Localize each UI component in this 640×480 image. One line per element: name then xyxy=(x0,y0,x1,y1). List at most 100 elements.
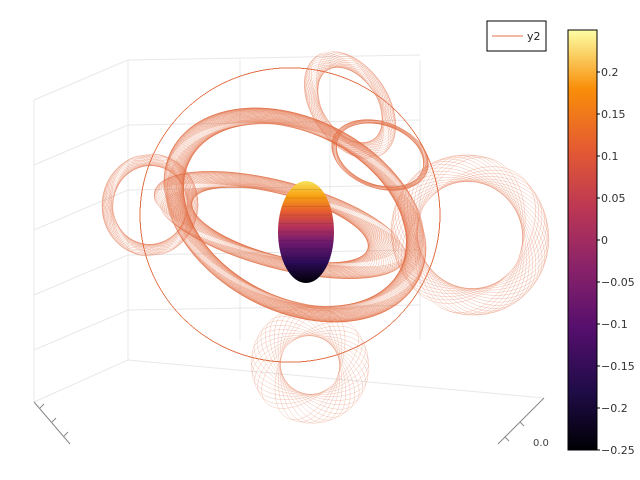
curve-strand xyxy=(390,180,550,290)
curve-strand xyxy=(274,309,346,421)
curve-strand xyxy=(112,154,188,256)
grid-line xyxy=(127,359,545,399)
curve-strand xyxy=(250,335,370,395)
curve-strand xyxy=(407,161,533,309)
legend: y2 xyxy=(486,20,547,52)
curve-strand xyxy=(269,312,351,418)
curve-strand xyxy=(101,165,199,245)
curve-strand xyxy=(404,166,536,304)
colorbar-tick-label: −0.15 xyxy=(601,360,635,373)
curve-strand xyxy=(107,158,193,252)
curve-strand xyxy=(305,59,395,151)
curve-strand xyxy=(304,66,396,144)
curve-strand xyxy=(257,325,363,405)
surface-body xyxy=(278,181,334,283)
curve-strand xyxy=(314,59,386,151)
curve-strand xyxy=(260,320,360,410)
curve-strand xyxy=(315,57,385,153)
surface-mesh xyxy=(278,189,334,275)
curve-strand xyxy=(166,123,424,307)
curve-strand xyxy=(400,167,540,303)
curve-strand xyxy=(104,161,196,249)
curve-strand xyxy=(256,325,364,405)
colorbar-tick-label: −0.25 xyxy=(601,444,635,457)
curve-strand xyxy=(110,155,190,255)
curve-strand xyxy=(102,164,198,246)
curve-strand xyxy=(264,316,356,414)
curve-strand xyxy=(102,164,198,246)
curve-strand xyxy=(101,165,199,245)
curve-strand xyxy=(108,157,192,253)
curve-strand xyxy=(416,155,524,315)
grid-line xyxy=(33,124,129,166)
grid-line xyxy=(33,309,129,351)
curve-strand xyxy=(416,154,524,316)
curve-strand xyxy=(316,51,384,159)
x-tick-label: 0.0 xyxy=(533,438,549,449)
curve-strand xyxy=(317,54,383,156)
curve-strand xyxy=(395,174,545,296)
curve-strand xyxy=(397,171,543,299)
grid-line xyxy=(33,59,129,101)
y-axis-line xyxy=(497,397,545,445)
curve-strand xyxy=(160,186,400,264)
curve-strand xyxy=(310,52,390,158)
curve-strand xyxy=(393,178,547,292)
curve-strand xyxy=(395,176,545,294)
colorbar-tick-label: −0.1 xyxy=(601,318,628,331)
colorbar-tick-label: 0.2 xyxy=(601,66,619,79)
colorbar: −0.25 −0.2 −0.15 −0.1 −0.05 0 0.05 0.1 0.15 0.2 xyxy=(567,29,635,457)
curve-strand xyxy=(252,333,368,397)
curve-strand xyxy=(391,179,549,291)
curve-strand xyxy=(139,67,441,363)
legend-entry-y2: y2 xyxy=(527,30,541,43)
x-axis-tick xyxy=(63,431,69,437)
curve-strand xyxy=(403,164,537,306)
curve-strand xyxy=(107,158,193,252)
curve-strand xyxy=(111,155,189,255)
curve-strand xyxy=(397,173,543,297)
curve-strand xyxy=(307,55,393,155)
curve-strand xyxy=(309,53,391,157)
curve-strand xyxy=(391,180,549,290)
colorbar-tick-label: −0.05 xyxy=(601,276,635,289)
curve-strand xyxy=(304,61,396,149)
y-axis-tick xyxy=(504,436,510,442)
series-y2-curve xyxy=(101,51,550,424)
curve-strand xyxy=(112,153,188,257)
curve-strand xyxy=(277,307,343,423)
curve-strand xyxy=(278,307,342,423)
curve-strand xyxy=(280,306,340,424)
curve-strand xyxy=(317,51,383,159)
curve-strand xyxy=(106,160,194,250)
curve-strand xyxy=(274,309,346,421)
colorbar-tick-label: 0.05 xyxy=(601,192,626,205)
curve-strand xyxy=(391,181,549,289)
curve-strand xyxy=(103,162,197,248)
colorbar-ticks: −0.25 −0.2 −0.15 −0.1 −0.05 0 0.05 0.1 0.15 0.2 xyxy=(597,66,635,457)
curve-strand xyxy=(413,156,527,314)
curve-strand xyxy=(109,157,191,253)
curve-strand xyxy=(306,57,394,153)
curve-strand xyxy=(316,56,384,154)
curve-strand xyxy=(254,330,366,400)
colorbar-tick-label: 0.1 xyxy=(601,150,619,163)
curve-strand xyxy=(102,164,198,246)
grid-line xyxy=(33,189,129,231)
colorbar-gradient xyxy=(567,29,598,451)
x-axis-tick xyxy=(51,417,57,423)
curve-strand xyxy=(309,65,391,145)
curve-strand xyxy=(261,321,359,409)
curve-strand xyxy=(417,154,523,316)
x-axis-line xyxy=(33,401,71,445)
curve-strand xyxy=(101,165,199,245)
curve-strand xyxy=(111,154,189,256)
curve-strand xyxy=(251,333,369,397)
x-axis-tick xyxy=(39,403,45,409)
ellipsoid-surface xyxy=(278,181,334,283)
colorbar-tick-label: 0.15 xyxy=(601,108,626,121)
curve-strand xyxy=(104,161,196,249)
curve-strand xyxy=(250,335,370,395)
curve-strand xyxy=(317,52,383,158)
